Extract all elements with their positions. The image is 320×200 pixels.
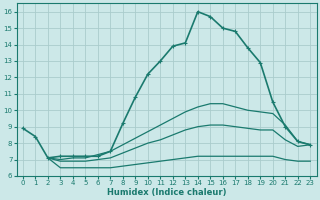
X-axis label: Humidex (Indice chaleur): Humidex (Indice chaleur) (107, 188, 226, 197)
